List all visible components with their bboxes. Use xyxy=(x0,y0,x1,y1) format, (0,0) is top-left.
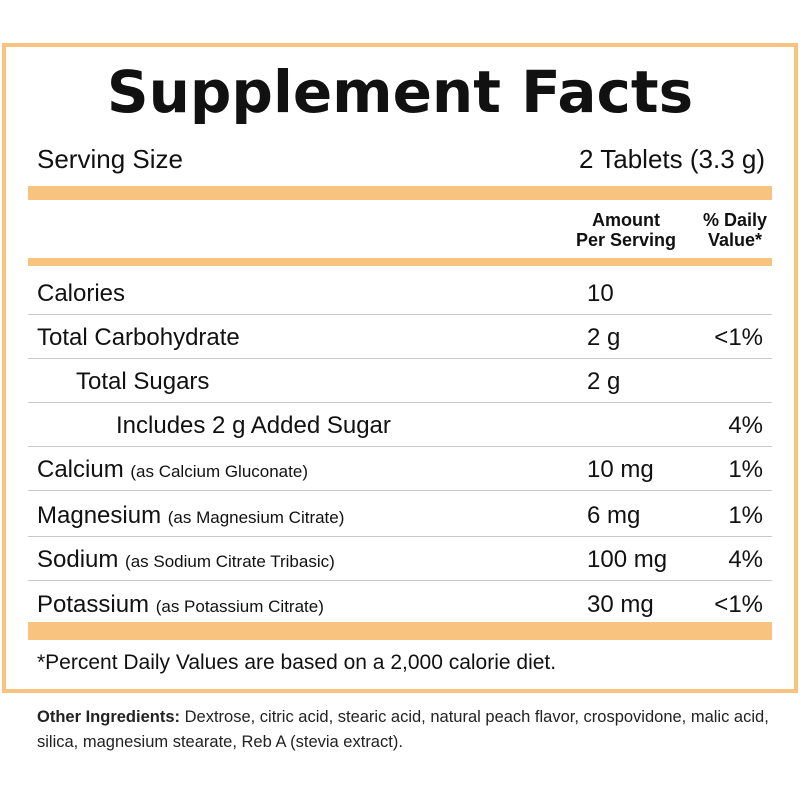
nutrient-dv: 1% xyxy=(728,456,763,483)
nutrient-name: Potassium (as Potassium Citrate) xyxy=(37,591,324,619)
row-divider xyxy=(28,402,772,403)
amount-header: Amount Per Serving xyxy=(566,210,686,250)
dv-header-line: % Daily xyxy=(702,210,768,230)
row-divider xyxy=(28,314,772,315)
thick-divider xyxy=(28,186,772,200)
nutrient-row: Sodium (as Sodium Citrate Tribasic) 100 m… xyxy=(0,537,800,581)
nutrient-name: Total Sugars xyxy=(76,368,209,396)
row-divider xyxy=(28,358,772,359)
nutrient-dv: <1% xyxy=(714,324,763,351)
nutrient-source: (as Magnesium Citrate) xyxy=(167,508,345,527)
nutrient-row: Includes 2 g Added Sugar 4% xyxy=(0,403,800,447)
nutrient-source: (as Sodium Citrate Tribasic) xyxy=(125,552,335,571)
medium-divider xyxy=(28,258,772,266)
nutrient-name: Calcium (as Calcium Gluconate) xyxy=(37,456,308,484)
amount-header-line: Amount xyxy=(592,210,660,230)
other-ingredients-label: Other Ingredients: xyxy=(37,708,181,726)
nutrient-row: Calcium (as Calcium Gluconate) 10 mg 1% xyxy=(0,447,800,491)
nutrient-amount: 2 g xyxy=(587,368,621,395)
dv-header-line: Value* xyxy=(707,230,763,250)
other-ingredients: Other Ingredients: Dextrose, citric acid… xyxy=(37,705,777,755)
thick-divider xyxy=(28,622,772,640)
nutrient-amount: 6 mg xyxy=(587,502,641,529)
nutrient-source: (as Potassium Citrate) xyxy=(155,597,324,616)
nutrient-amount: 10 mg xyxy=(587,456,654,483)
nutrient-label: Calcium xyxy=(37,456,124,483)
nutrient-row: Calories 10 xyxy=(0,271,800,315)
nutrient-label: Total Carbohydrate xyxy=(37,324,240,351)
nutrient-name: Includes 2 g Added Sugar xyxy=(116,412,391,440)
nutrient-amount: 2 g xyxy=(587,324,621,351)
nutrient-dv: 1% xyxy=(728,502,763,529)
other-ingredients-text: Dextrose, citric acid, stearic acid, nat… xyxy=(37,708,769,751)
nutrient-label: Magnesium xyxy=(37,502,162,529)
serving-size-label: Serving Size xyxy=(37,144,183,174)
nutrient-label: Includes 2 g Added Sugar xyxy=(116,412,391,439)
dv-header: % Daily Value* xyxy=(690,210,780,250)
nutrient-row: Total Carbohydrate 2 g <1% xyxy=(0,315,800,359)
amount-header-line: Per Serving xyxy=(575,230,677,250)
footnote: *Percent Daily Values are based on a 2,0… xyxy=(37,651,557,674)
nutrient-source: (as Calcium Gluconate) xyxy=(130,462,308,481)
nutrient-dv: 4% xyxy=(728,412,763,439)
nutrient-dv: <1% xyxy=(714,591,763,618)
row-divider xyxy=(28,446,772,447)
row-divider xyxy=(28,536,772,537)
nutrient-row: Total Sugars 2 g xyxy=(0,359,800,403)
row-divider xyxy=(28,580,772,581)
nutrient-label: Potassium xyxy=(37,591,150,618)
nutrient-name: Calories xyxy=(37,280,125,308)
serving-size-value: 2 Tablets (3.3 g) xyxy=(579,144,765,174)
nutrient-row: Potassium (as Potassium Citrate) 30 mg <1% xyxy=(0,582,800,626)
nutrient-label: Calories xyxy=(37,280,126,307)
nutrient-name: Total Carbohydrate xyxy=(37,324,240,352)
nutrient-row: Magnesium (as Magnesium Citrate) 6 mg 1% xyxy=(0,493,800,537)
nutrient-amount: 30 mg xyxy=(587,591,654,618)
row-divider xyxy=(28,490,772,491)
nutrient-name: Sodium (as Sodium Citrate Tribasic) xyxy=(37,546,335,574)
facts-panel xyxy=(2,43,798,693)
panel-title: Supplement Facts xyxy=(106,58,694,126)
nutrient-amount: 100 mg xyxy=(587,546,668,573)
nutrient-label: Total Sugars xyxy=(76,368,210,395)
nutrient-name: Magnesium (as Magnesium Citrate) xyxy=(37,502,344,530)
nutrient-amount: 10 xyxy=(587,280,614,307)
nutrient-label: Sodium xyxy=(37,546,119,573)
nutrient-dv: 4% xyxy=(728,546,763,573)
